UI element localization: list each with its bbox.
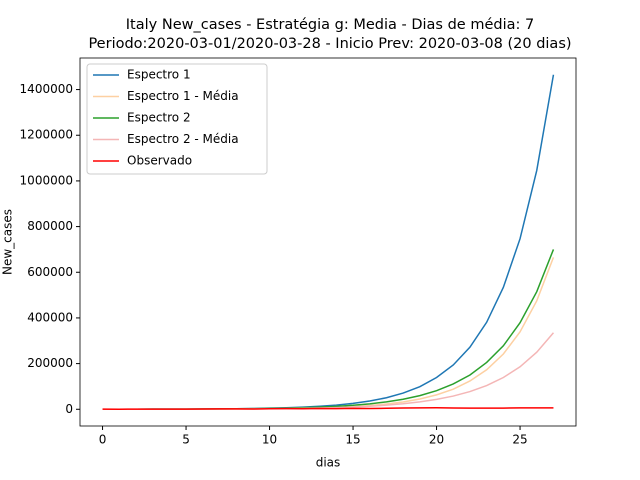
legend-label: Espectro 2 [127, 111, 191, 125]
y-tick-label: 200000 [27, 356, 73, 370]
legend-box [86, 63, 268, 175]
y-axis-label: New_cases [1, 209, 15, 275]
y-tick-label: 0 [65, 402, 73, 416]
legend-label: Espectro 1 [127, 68, 191, 82]
chart-title: Italy New_cases - Estratégia g: Media - … [126, 17, 534, 33]
y-tick-label: 1400000 [20, 82, 73, 96]
chart-subtitle: Periodo:2020-03-01/2020-03-28 - Inicio P… [88, 36, 571, 52]
x-tick-label: 25 [512, 433, 527, 447]
legend-label: Observado [127, 154, 192, 168]
legend-label: Espectro 1 - Média [127, 89, 239, 103]
x-axis-label: dias [316, 456, 341, 470]
x-tick-label: 15 [345, 433, 360, 447]
x-tick-label: 20 [429, 433, 444, 447]
y-tick-label: 1000000 [20, 173, 73, 187]
y-tick-label: 400000 [27, 310, 73, 324]
series-line [102, 407, 554, 410]
x-tick-label: 10 [262, 433, 277, 447]
x-tick-label: 0 [99, 433, 107, 447]
x-tick-label: 5 [182, 433, 190, 447]
y-tick-label: 600000 [27, 265, 73, 279]
y-tick-label: 1200000 [20, 128, 73, 142]
y-tick-label: 800000 [27, 219, 73, 233]
plot-frame [79, 57, 577, 427]
legend-label: Espectro 2 - Média [127, 132, 239, 146]
